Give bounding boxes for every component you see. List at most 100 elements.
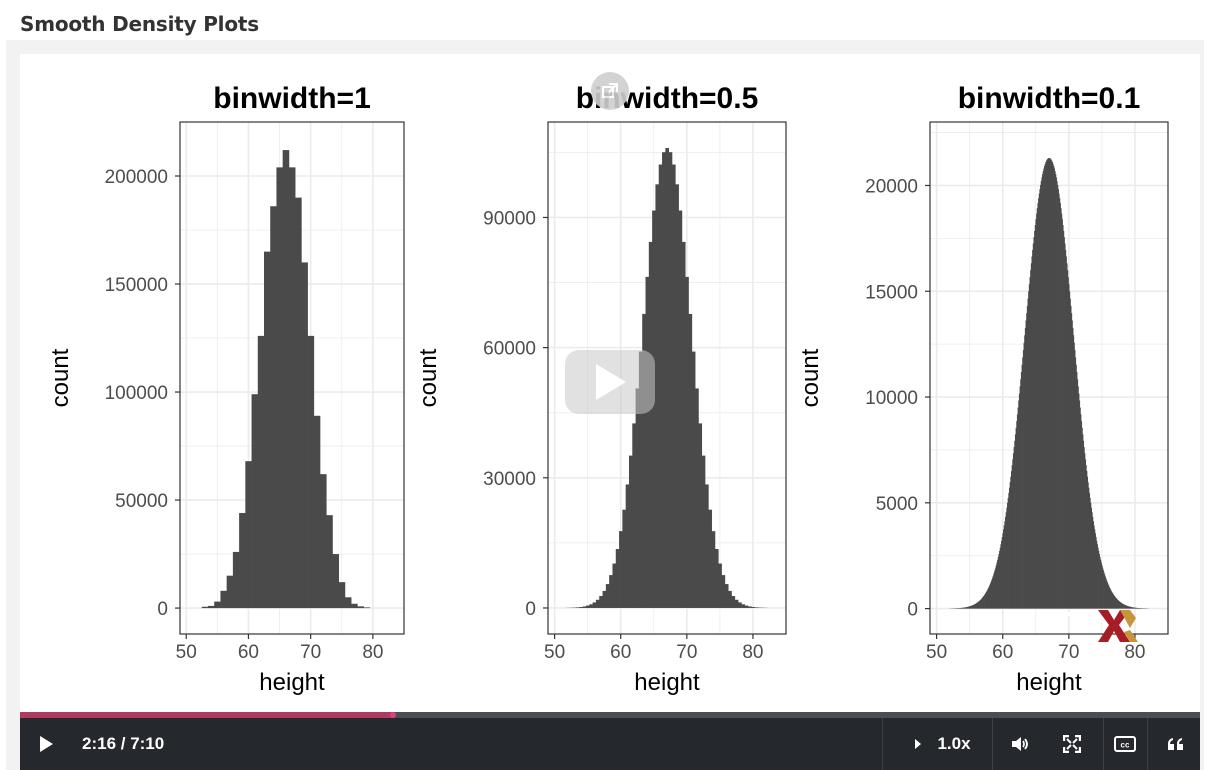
histogram-bar xyxy=(1061,213,1063,609)
volume-icon xyxy=(1012,737,1028,751)
histogram-bar xyxy=(1094,533,1096,609)
histogram-bar xyxy=(295,197,302,609)
transcript-button[interactable] xyxy=(1156,718,1196,770)
histogram-bar xyxy=(973,604,975,609)
divider xyxy=(1147,718,1148,770)
histogram-bar xyxy=(969,606,972,609)
histogram-bar xyxy=(1071,320,1073,609)
histogram-bar xyxy=(1024,327,1026,609)
histogram-bar xyxy=(1049,158,1052,609)
histogram-bar xyxy=(288,167,296,609)
time-display: 2:16 / 7:10 xyxy=(82,718,212,770)
histogram-bar xyxy=(1036,208,1038,609)
histogram-bar xyxy=(979,599,981,609)
histogram-bar xyxy=(959,608,961,609)
histogram-bar xyxy=(1081,421,1083,609)
histogram-bar xyxy=(971,605,973,609)
histogram-bar xyxy=(1120,602,1122,609)
histogram-bar xyxy=(984,594,986,609)
closed-captions-icon: cc xyxy=(1114,736,1136,752)
histogram-bar xyxy=(1063,230,1065,609)
histogram-bar xyxy=(1113,595,1115,609)
histogram-bar xyxy=(738,602,742,608)
histogram-bar xyxy=(579,607,584,608)
histogram-bar xyxy=(1037,203,1039,609)
histogram-bar xyxy=(1138,608,1140,609)
histogram-bar xyxy=(1135,607,1137,609)
x-axis-label: height xyxy=(259,669,325,696)
histogram-bar xyxy=(1066,263,1068,609)
x-tick-label: 70 xyxy=(676,642,697,663)
histogram-bar xyxy=(1087,482,1089,609)
histogram-bar xyxy=(974,603,976,609)
histogram-bar xyxy=(1051,160,1053,609)
histogram-bar xyxy=(1107,583,1109,609)
histogram-bar xyxy=(1025,320,1027,609)
histogram-bar xyxy=(1057,189,1059,609)
histogram-bar xyxy=(1050,159,1052,609)
histogram-bar xyxy=(978,601,980,609)
histogram-bar xyxy=(1059,203,1061,609)
progress-handle[interactable] xyxy=(389,712,396,718)
histogram-bar xyxy=(1012,459,1014,609)
histogram-bar xyxy=(1099,556,1101,609)
histogram-bar xyxy=(1133,607,1135,609)
histogram-bar xyxy=(1017,407,1019,609)
histogram-bar xyxy=(582,606,587,608)
histogram-bar xyxy=(1046,159,1048,609)
play-overlay-button[interactable] xyxy=(565,350,655,414)
histogram-bar xyxy=(975,603,977,609)
histogram-bar xyxy=(997,559,999,609)
histogram-bar xyxy=(1108,585,1110,609)
histogram-bar xyxy=(987,589,989,609)
histogram-bar xyxy=(1098,553,1100,609)
histogram-bar xyxy=(642,313,646,608)
histogram-bar xyxy=(1045,162,1047,609)
histogram-bar xyxy=(1010,476,1012,609)
histogram-bar xyxy=(1030,270,1032,609)
histogram-bar xyxy=(1085,465,1087,609)
histogram-bar xyxy=(276,167,284,609)
histogram-bar xyxy=(983,595,985,609)
histogram-bar xyxy=(1088,487,1090,609)
histogram-bar xyxy=(1003,525,1005,609)
histogram-bar xyxy=(998,553,1000,609)
progress-bar[interactable] xyxy=(20,712,1200,718)
x-tick-label: 70 xyxy=(300,642,321,663)
histogram-bar xyxy=(1121,603,1123,609)
histogram-bar xyxy=(1131,607,1133,609)
histogram-bar xyxy=(1094,529,1096,609)
histogram-bar xyxy=(201,606,209,609)
histogram-bar xyxy=(1079,400,1081,609)
histogram-bar xyxy=(628,455,633,608)
histogram-bar xyxy=(1028,284,1030,609)
volume-button[interactable] xyxy=(1000,718,1040,770)
histogram-bar xyxy=(1108,586,1110,609)
play-button[interactable] xyxy=(28,718,64,770)
histogram-bar xyxy=(968,606,970,609)
histogram-bar xyxy=(991,580,993,609)
histogram-bar xyxy=(724,584,729,608)
histogram-bar xyxy=(1128,606,1130,609)
speed-button[interactable]: 1.0x xyxy=(892,718,992,770)
histogram-bar xyxy=(718,563,722,608)
histogram-bar xyxy=(1077,386,1079,609)
histogram-bar xyxy=(1033,237,1035,609)
histogram-bar xyxy=(1034,230,1036,609)
popout-icon[interactable] xyxy=(591,72,629,110)
histogram-bar xyxy=(1104,574,1106,609)
fullscreen-button[interactable] xyxy=(1052,718,1092,770)
captions-button[interactable]: cc xyxy=(1108,718,1142,770)
histogram-bar xyxy=(1137,607,1139,609)
histogram-bar xyxy=(1053,165,1055,609)
histogram-bar xyxy=(1127,606,1129,609)
histogram-bar xyxy=(993,572,995,609)
histogram-bar xyxy=(1134,607,1136,609)
histogram-bar xyxy=(972,605,974,609)
histogram-bar xyxy=(609,575,613,608)
histogram-bar xyxy=(751,607,755,608)
x-tick-label: 60 xyxy=(238,642,259,663)
histogram-bar xyxy=(1069,291,1071,609)
histogram-bar xyxy=(595,599,600,608)
histogram-bar xyxy=(625,484,630,608)
